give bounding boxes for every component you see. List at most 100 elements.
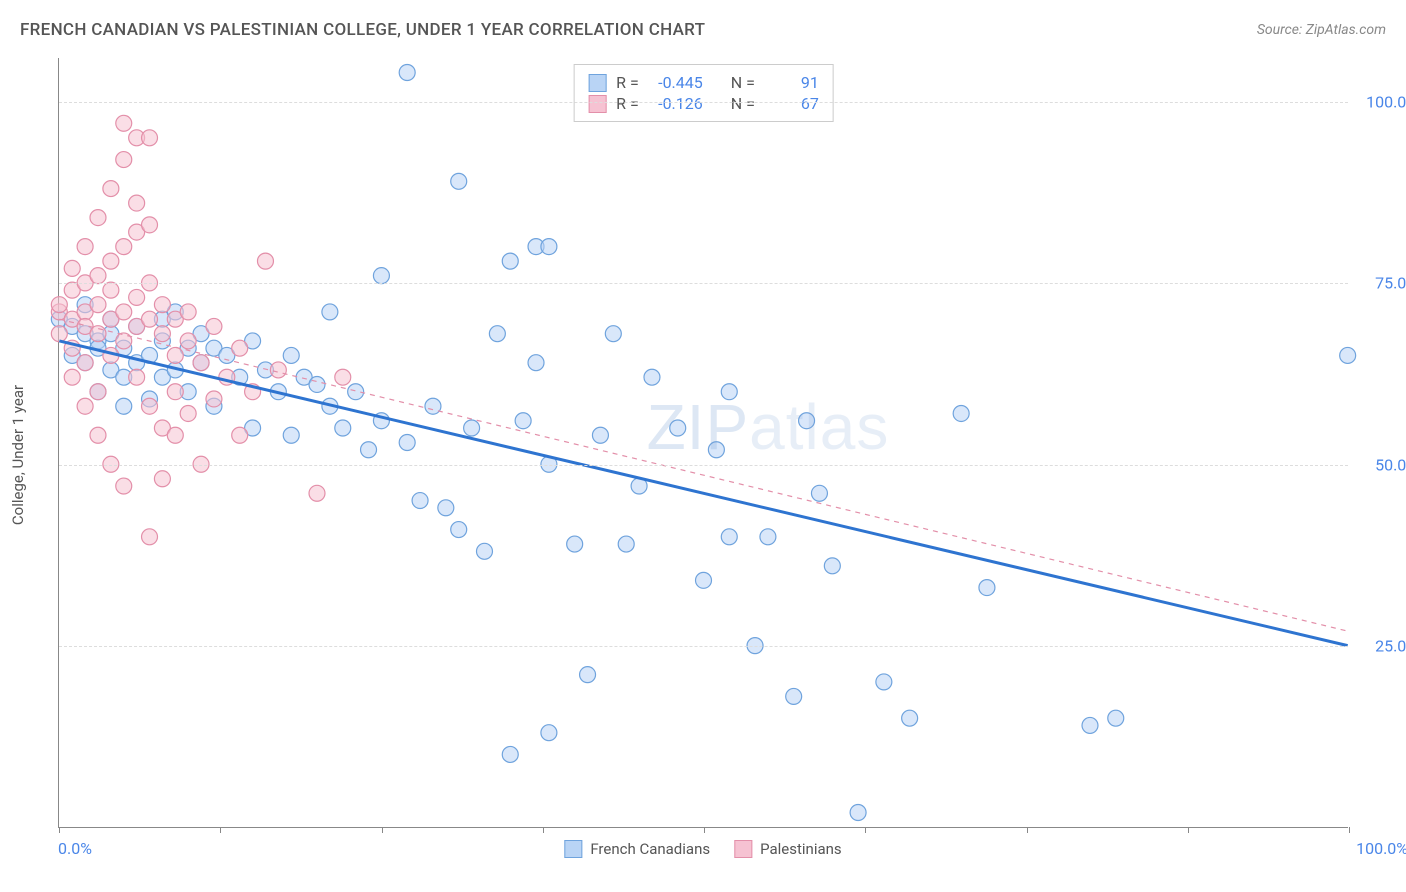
data-point <box>90 210 106 226</box>
data-point <box>167 347 183 363</box>
data-point <box>142 217 158 233</box>
r-value-1: -0.445 <box>649 73 703 92</box>
stats-row-2: R = -0.126 N = 67 <box>588 94 819 113</box>
data-point <box>154 297 170 313</box>
legend-item-2: Palestinians <box>734 840 842 858</box>
n-value-2: 67 <box>765 94 819 113</box>
data-point <box>1108 710 1124 726</box>
data-point <box>850 805 866 821</box>
data-point <box>232 427 248 443</box>
y-tick-label: 75.0% <box>1358 274 1406 293</box>
data-point <box>618 536 634 552</box>
y-tick-label: 100.0% <box>1358 92 1406 111</box>
trend-line <box>59 341 1347 646</box>
data-point <box>1340 347 1356 363</box>
data-point <box>760 529 776 545</box>
stats-swatch-2 <box>588 95 606 113</box>
data-point <box>129 369 145 385</box>
y-axis-label: College, Under 1 year <box>9 385 27 525</box>
data-point <box>129 195 145 211</box>
data-point <box>180 304 196 320</box>
data-point <box>90 326 106 342</box>
x-axis-max-label: 100.0% <box>1356 839 1406 858</box>
data-point <box>64 369 80 385</box>
data-point <box>257 253 273 269</box>
data-point <box>167 427 183 443</box>
data-point <box>283 427 299 443</box>
data-point <box>116 478 132 494</box>
data-point <box>142 398 158 414</box>
data-point <box>476 543 492 559</box>
data-point <box>142 529 158 545</box>
data-point <box>708 442 724 458</box>
data-point <box>592 427 608 443</box>
n-label: N = <box>731 94 755 113</box>
data-point <box>283 347 299 363</box>
n-label: N = <box>731 73 755 92</box>
data-point <box>116 398 132 414</box>
data-point <box>399 435 415 451</box>
data-point <box>142 311 158 327</box>
r-value-2: -0.126 <box>649 94 703 113</box>
legend-swatch-2 <box>734 840 752 858</box>
data-point <box>116 239 132 255</box>
r-label: R = <box>616 94 639 113</box>
data-point <box>451 522 467 538</box>
legend-label-2: Palestinians <box>760 840 842 858</box>
r-label: R = <box>616 73 639 92</box>
legend-label-1: French Canadians <box>590 840 710 858</box>
data-point <box>953 405 969 421</box>
data-point <box>528 355 544 371</box>
data-point <box>605 326 621 342</box>
data-point <box>270 362 286 378</box>
data-point <box>103 181 119 197</box>
data-point <box>979 580 995 596</box>
data-point <box>799 413 815 429</box>
data-point <box>77 239 93 255</box>
plot-svg <box>59 58 1348 827</box>
data-point <box>464 420 480 436</box>
data-point <box>309 376 325 392</box>
data-point <box>541 725 557 741</box>
data-point <box>721 529 737 545</box>
data-point <box>142 130 158 146</box>
data-point <box>103 282 119 298</box>
data-point <box>154 471 170 487</box>
y-tick-label: 25.0% <box>1358 637 1406 656</box>
data-point <box>489 326 505 342</box>
data-point <box>90 297 106 313</box>
data-point <box>824 558 840 574</box>
data-point <box>129 289 145 305</box>
data-point <box>335 420 351 436</box>
data-point <box>116 115 132 131</box>
data-point <box>90 268 106 284</box>
data-point <box>180 333 196 349</box>
data-point <box>116 152 132 168</box>
data-point <box>309 485 325 501</box>
data-point <box>580 667 596 683</box>
stats-swatch-1 <box>588 74 606 92</box>
stats-box: R = -0.445 N = 91 R = -0.126 N = 67 <box>573 64 834 122</box>
x-axis-min-label: 0.0% <box>58 839 92 858</box>
source-label: Source: ZipAtlas.com <box>1257 22 1386 38</box>
data-point <box>116 304 132 320</box>
data-point <box>811 485 827 501</box>
data-point <box>425 398 441 414</box>
data-point <box>322 304 338 320</box>
data-point <box>399 65 415 81</box>
data-point <box>412 493 428 509</box>
data-point <box>1082 717 1098 733</box>
data-point <box>670 420 686 436</box>
data-point <box>451 173 467 189</box>
plot: ZIPatlas R = -0.445 N = 91 R = -0.126 N … <box>58 58 1348 828</box>
data-point <box>116 333 132 349</box>
chart-title: FRENCH CANADIAN VS PALESTINIAN COLLEGE, … <box>20 20 705 40</box>
y-tick-label: 50.0% <box>1358 455 1406 474</box>
data-point <box>51 326 67 342</box>
data-point <box>77 355 93 371</box>
data-point <box>206 391 222 407</box>
data-point <box>902 710 918 726</box>
data-point <box>373 268 389 284</box>
data-point <box>167 384 183 400</box>
legend-swatch-1 <box>564 840 582 858</box>
